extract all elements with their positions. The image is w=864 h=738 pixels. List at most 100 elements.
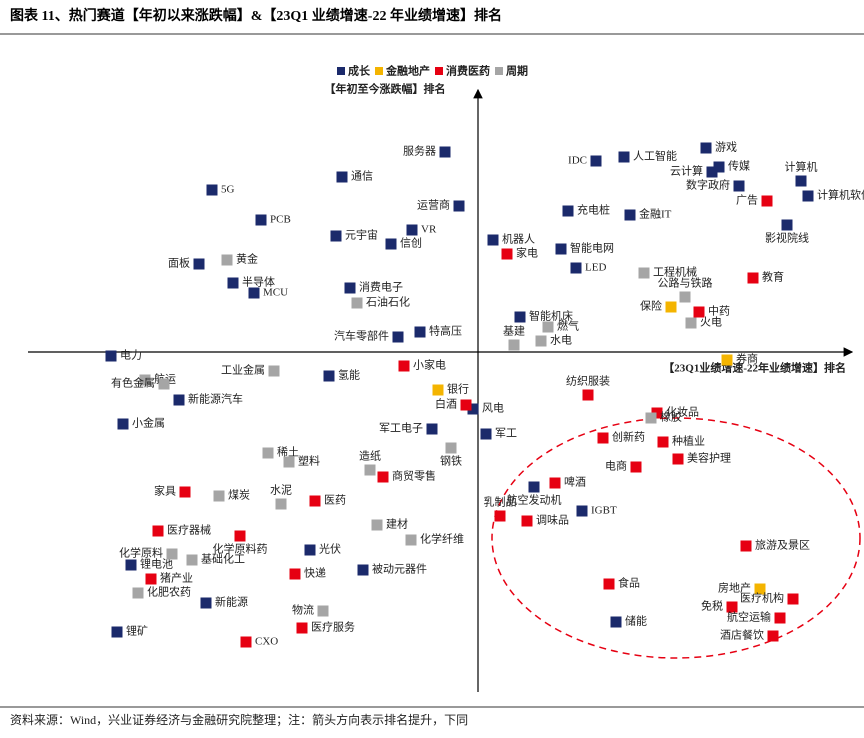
chart-title: 图表 11、热门赛道【年初以来涨跌幅】&【23Q1 业绩增速-22 年业绩增速】… bbox=[10, 7, 502, 24]
point-label: 面板 bbox=[168, 256, 190, 270]
highlight-ellipse bbox=[491, 417, 861, 659]
point-label: 白酒 bbox=[435, 397, 457, 411]
point-label: 储能 bbox=[625, 614, 647, 628]
point bbox=[179, 486, 191, 498]
point bbox=[262, 447, 274, 459]
point-label: 旅游及景区 bbox=[755, 538, 810, 552]
point bbox=[467, 403, 479, 415]
point-label: 智能机床 bbox=[529, 309, 573, 323]
point bbox=[582, 389, 594, 401]
legend-label: 金融地产 bbox=[385, 64, 430, 78]
point-label: 工程机械 bbox=[653, 265, 697, 279]
point bbox=[747, 272, 759, 284]
x-axis-label: 【23Q1业绩增速-22年业绩增速】排名 bbox=[663, 361, 846, 375]
point-label: 光伏 bbox=[319, 542, 341, 556]
point bbox=[610, 616, 622, 628]
point-label: 游戏 bbox=[715, 141, 737, 154]
point bbox=[672, 453, 684, 465]
point-label: 稀土 bbox=[277, 446, 299, 459]
point bbox=[255, 214, 267, 226]
point bbox=[132, 587, 144, 599]
point-label: 工业金属 bbox=[221, 363, 265, 377]
point-label: 化学原料 bbox=[119, 546, 163, 560]
point-label: 被动元器件 bbox=[372, 563, 427, 576]
point bbox=[549, 477, 561, 489]
point bbox=[221, 254, 233, 266]
point bbox=[398, 360, 410, 372]
point-label: 燃气 bbox=[557, 319, 579, 333]
legend-swatch bbox=[495, 67, 503, 75]
point bbox=[781, 219, 793, 231]
point-label: 水泥 bbox=[270, 484, 292, 497]
point bbox=[713, 161, 725, 173]
point bbox=[145, 573, 157, 585]
point-label: 钢铁 bbox=[440, 455, 462, 468]
point-label: 纺织服装 bbox=[566, 374, 610, 388]
point bbox=[125, 559, 137, 571]
point bbox=[283, 456, 295, 468]
point-label: PCB bbox=[270, 214, 291, 226]
point bbox=[555, 243, 567, 255]
point-label: 机器人 bbox=[502, 232, 535, 246]
point bbox=[268, 365, 280, 377]
point-label: LED bbox=[585, 262, 606, 274]
point-label: 通信 bbox=[351, 170, 373, 183]
legend-swatch bbox=[337, 67, 345, 75]
point bbox=[508, 339, 520, 351]
point-label: 快递 bbox=[304, 566, 326, 580]
point-label: 医疗服务 bbox=[311, 620, 355, 634]
point-label: 化学原料药 bbox=[213, 542, 268, 556]
point bbox=[733, 180, 745, 192]
point bbox=[679, 291, 691, 303]
point-label: 军工 bbox=[495, 427, 517, 440]
point bbox=[645, 412, 657, 424]
point-label: 创新药 bbox=[612, 430, 645, 444]
point bbox=[501, 248, 513, 260]
point bbox=[405, 534, 417, 546]
point bbox=[726, 601, 738, 613]
point-label: 医药 bbox=[324, 494, 346, 507]
point bbox=[706, 166, 718, 178]
point bbox=[336, 171, 348, 183]
point-label: 水电 bbox=[550, 334, 572, 347]
point bbox=[754, 583, 766, 595]
point-label: 家电 bbox=[516, 246, 538, 260]
point-label: 计算机 bbox=[785, 160, 818, 174]
point-label: 食品 bbox=[618, 576, 640, 590]
point-label: 航空运输 bbox=[727, 610, 771, 624]
point bbox=[289, 568, 301, 580]
point-label: 火电 bbox=[700, 316, 722, 329]
point bbox=[364, 464, 376, 476]
point-label: 云计算 bbox=[670, 164, 703, 178]
point bbox=[657, 436, 669, 448]
point bbox=[542, 321, 554, 333]
point-label: 猪产业 bbox=[160, 571, 193, 585]
point bbox=[206, 184, 218, 196]
point-label: 充电桩 bbox=[577, 203, 610, 217]
point bbox=[576, 505, 588, 517]
point-label: IGBT bbox=[591, 505, 617, 517]
point bbox=[186, 554, 198, 566]
point-label: 化肥农药 bbox=[147, 585, 191, 599]
point-label: VR bbox=[421, 224, 437, 236]
point bbox=[111, 626, 123, 638]
point bbox=[562, 205, 574, 217]
point-label: 航空发动机 bbox=[507, 493, 562, 507]
point bbox=[514, 311, 526, 323]
point-label: 锂电池 bbox=[140, 557, 173, 571]
point-label: MCU bbox=[263, 287, 288, 299]
point-label: 酒店餐饮 bbox=[720, 628, 764, 642]
point-label: CXO bbox=[255, 636, 278, 648]
point-label: 煤炭 bbox=[228, 489, 250, 502]
point bbox=[296, 622, 308, 634]
point bbox=[414, 326, 426, 338]
point-label: 医疗器械 bbox=[167, 523, 211, 537]
point bbox=[439, 146, 451, 158]
point bbox=[248, 287, 260, 299]
point bbox=[392, 331, 404, 343]
point bbox=[721, 354, 733, 366]
point bbox=[432, 384, 444, 396]
point-label: 商贸零售 bbox=[392, 469, 436, 483]
point-label: 计算机软件 bbox=[817, 188, 864, 202]
point-label: 公路与铁路 bbox=[658, 277, 713, 290]
